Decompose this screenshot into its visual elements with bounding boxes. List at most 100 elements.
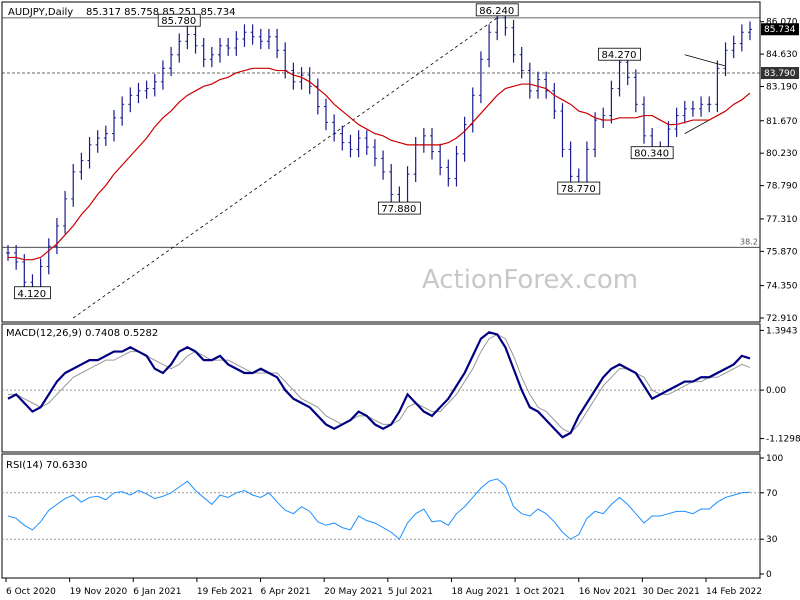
x-tick-label: 19 Nov 2020 [70,587,128,597]
price-bar [487,24,492,68]
macd-tick-label: 1.3943 [766,326,798,336]
price-bar [674,107,679,137]
price-annotation: 84.270 [598,47,641,61]
annotation-box [14,286,51,300]
price-bar [103,125,108,146]
annotation-label: 84.270 [602,50,637,61]
symbol-label: AUDJPY,Daily [8,7,73,18]
annotation-box [598,47,641,61]
x-tick-label: 6 Oct 2020 [6,587,56,597]
level-price-label: 83.790 [764,69,796,79]
price-bar [430,127,434,160]
price-bar [54,218,59,255]
x-tick-label: 16 Nov 2021 [579,587,637,597]
annotation-label: 78.770 [561,184,596,195]
price-bar [201,37,206,68]
price-bar [454,145,459,187]
price-tick-label: 84.630 [766,50,798,60]
x-tick-label: 18 Aug 2021 [451,587,509,597]
price-bar [63,191,68,234]
x-tick-label: 14 Feb 2022 [706,587,762,597]
price-bar [209,46,214,68]
price-bar [46,238,51,275]
price-bar [446,159,451,187]
x-axis: 6 Oct 2020 19 Nov 2020 6 Jan 2021 19 Feb 20… [5,578,762,597]
price-tick-label: 80.230 [766,149,798,159]
price-bar [258,28,263,50]
annotation-box [377,201,421,215]
price-bar [739,24,744,52]
price-bar [340,125,345,151]
price-pane: AUDJPY,Daily 85.317 85.758 85.251 85.734… [2,3,799,324]
rsi-line [7,478,751,540]
macd-tick-label: -1.1298 [766,435,800,445]
wedge-upper [684,54,726,67]
current-price-box [761,23,799,36]
fib-level-label: 38.2 [740,237,758,246]
x-tick-label: 1 Oct 2021 [515,587,565,597]
price-bar [177,33,182,63]
price-bar [242,24,247,47]
price-bar [593,112,598,158]
price-bar [609,80,614,124]
moving-average-line [8,67,751,261]
price-bar [617,54,622,97]
price-bar [519,46,524,79]
price-bar [731,35,736,59]
price-bar [389,163,394,203]
price-tick-label: 75.870 [766,247,798,257]
annotation-box [630,146,674,160]
x-tick-label: 19 Feb 2021 [197,587,253,597]
price-bar [250,24,255,45]
price-bar [511,19,516,63]
annotation-label: 80.340 [634,149,669,160]
watermark: ActionForex.com [422,265,638,295]
rsi-tick-label: 30 [766,535,778,545]
price-bar [332,114,337,142]
current-price-label: 85.734 [764,25,796,35]
price-bar [470,87,475,133]
annotation-label: 86.240 [479,6,514,17]
price-bar [544,71,549,99]
macd-pane: MACD(12,26,9) 0.7408 0.5282 1.3943 0.00 -1… [2,326,800,445]
annotation-label: 85.780 [161,16,196,27]
rsi-title: RSI(14) 70.6330 [6,460,87,471]
rsi-tick-label: 0 [766,570,772,580]
annotation-box [475,3,519,17]
price-bar [642,96,646,144]
annotation-label: 4.120 [17,289,46,300]
price-bar [601,107,606,128]
price-bar [324,98,328,131]
macd-line [7,331,751,439]
price-bar [356,130,361,158]
price-bar [275,28,280,59]
rsi-frame [1,453,761,579]
x-tick-label: 20 May 2021 [324,587,383,597]
price-bar [120,96,125,126]
price-bar [536,71,540,99]
price-bar [438,143,443,176]
rsi-tick-label: 100 [766,454,783,464]
price-bar [715,60,720,113]
price-bar [226,37,231,56]
price-bar [723,42,728,77]
rsi-tick-label: 70 [766,489,778,499]
price-bar [690,100,695,117]
price-bar [144,80,149,99]
x-tick-label: 6 Apr 2021 [261,587,311,597]
macd-signal-line [8,333,751,434]
price-bar [413,136,418,182]
price-bar [364,130,369,155]
price-bar [87,136,92,169]
price-bar [71,163,76,207]
price-bar [307,67,312,95]
macd-title: MACD(12,26,9) 0.7408 0.5282 [6,328,158,339]
price-annotation: 78.770 [557,181,601,195]
price-annotation: 80.340 [630,146,674,160]
price-bar [568,141,573,185]
annotation-label: 77.880 [381,204,416,215]
annotation-box [557,181,601,195]
price-bar [372,139,377,167]
price-bar [682,100,687,124]
